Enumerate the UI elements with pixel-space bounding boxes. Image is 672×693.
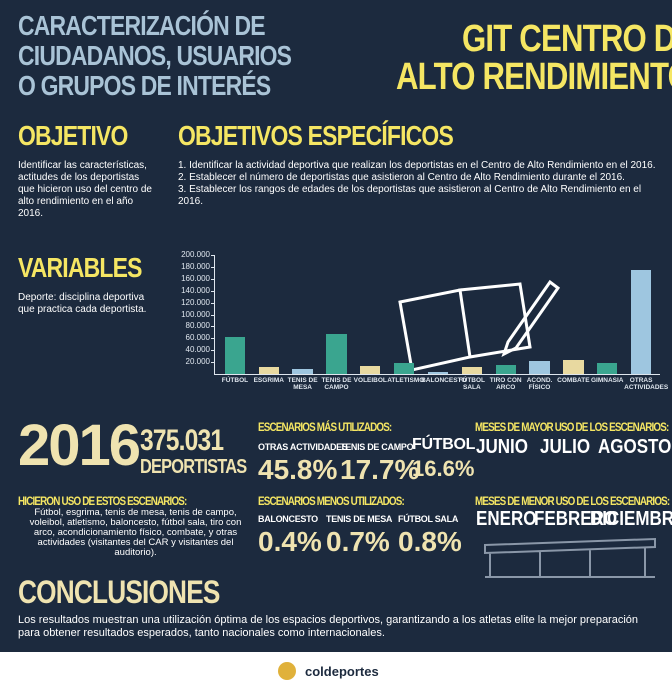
scenario-share: 45.8% xyxy=(258,454,338,485)
x-tick-label: GIMNASIA xyxy=(590,377,624,384)
tick-mark xyxy=(211,350,214,352)
section-heading: ESCENARIOS MÁS UTILIZADOS: xyxy=(258,420,392,434)
brand: coldeportes xyxy=(305,664,379,679)
total-label: DEPORTISTAS xyxy=(140,456,247,478)
scenario-name: BALONCESTO xyxy=(258,514,318,524)
tick-mark xyxy=(211,266,214,268)
x-tick-label: ATLETISMO xyxy=(387,377,425,384)
total: 375.031 xyxy=(140,424,224,457)
bar xyxy=(224,336,246,374)
y-tick-label: 100.000 xyxy=(181,309,210,319)
list-item: 2. Establecer el número de deportistas q… xyxy=(178,172,625,183)
x-tick-label: FÚTBOL SALA xyxy=(458,377,486,391)
y-tick-label: 40.000 xyxy=(185,345,210,355)
section-heading: MESES DE MAYOR USO DE LOS ESCENARIOS: xyxy=(475,420,669,434)
title-line: GIT CENTRO DE xyxy=(462,18,672,60)
x-tick-label: ESGRIMA xyxy=(253,377,284,384)
scenario-share: 17.7% xyxy=(340,454,420,485)
bar xyxy=(292,369,313,374)
month: DICIEMBRE xyxy=(590,508,672,530)
title-line: ALTO RENDIMIENTO xyxy=(396,56,672,98)
bar xyxy=(326,334,347,374)
y-tick-label: 140.000 xyxy=(181,285,210,295)
scenario-share: 0.4% xyxy=(258,526,322,557)
tick-mark xyxy=(211,338,214,340)
section-heading: OBJETIVO xyxy=(18,120,128,151)
tick-mark xyxy=(211,326,214,328)
tick-mark xyxy=(211,314,214,316)
scenario-name: FÚTBOL SALA xyxy=(398,514,459,524)
scenario-name: FÚTBOL xyxy=(412,436,476,453)
y-tick-label: 120.000 xyxy=(181,297,210,307)
bar xyxy=(461,367,482,374)
x-tick-label: TENIS DE CAMPO xyxy=(321,377,352,391)
month: ENERO xyxy=(476,508,537,530)
tick-mark xyxy=(211,362,214,364)
year: 2016 xyxy=(18,413,141,478)
tick-mark xyxy=(211,290,214,292)
scenario-share: 16.6% xyxy=(412,456,475,481)
title-line: CIUDADANOS, USUARIOS xyxy=(18,40,292,71)
tick-mark xyxy=(211,278,214,280)
title-line: CARACTERIZACIÓN DE xyxy=(18,10,266,41)
footer xyxy=(0,652,672,693)
paragraph: Deporte: disciplina deportiva que practi… xyxy=(18,292,147,315)
y-tick-label: 20.000 xyxy=(185,357,210,367)
section-heading: OBJETIVOS ESPECÍFICOS xyxy=(178,120,454,151)
scenario-name: TENIS DE MESA xyxy=(326,514,393,524)
x-tick-label: COMBATE xyxy=(557,377,590,384)
y-axis xyxy=(214,255,215,374)
stadium-illustration xyxy=(484,537,656,578)
x-tick-label: BALONCESTO xyxy=(421,377,467,384)
title-line: O GRUPOS DE INTERÉS xyxy=(18,70,271,101)
x-axis xyxy=(214,374,660,375)
section-heading: HICIERON USO DE ESTOS ESCENARIOS: xyxy=(18,494,187,508)
section-heading: MESES DE MENOR USO DE LOS ESCENARIOS: xyxy=(475,494,670,508)
book-illustration xyxy=(398,279,560,372)
bar xyxy=(597,363,618,374)
paragraph: Identificar las características, actitud… xyxy=(18,160,152,219)
bar xyxy=(427,372,449,374)
bar xyxy=(360,366,381,374)
bar xyxy=(495,365,516,374)
y-tick-label: 180.000 xyxy=(181,261,210,271)
tick-mark xyxy=(211,255,214,256)
month: AGOSTO xyxy=(598,436,672,458)
tick-mark xyxy=(211,302,214,304)
section-heading: ESCENARIOS MENOS UTILIZADOS: xyxy=(258,494,405,508)
x-tick-label: OTRAS ACTIVIDADES xyxy=(624,377,669,391)
scenario-name: OTRAS ACTIVIDADES xyxy=(258,442,348,452)
bar xyxy=(258,366,279,374)
paragraph: Los resultados muestran una utilización … xyxy=(18,614,639,639)
paragraph: Fútbol, esgrima, tenis de mesa, tenis de… xyxy=(29,507,242,558)
x-tick-label: TIRO CON ARCO xyxy=(489,377,522,391)
list-item: 1. Identificar la actividad deportiva qu… xyxy=(178,160,656,171)
section-heading: VARIABLES xyxy=(18,252,142,283)
bar xyxy=(394,363,415,374)
scenario-share: 0.7% xyxy=(326,526,390,557)
x-tick-label: FÚTBOL xyxy=(221,377,249,384)
month: JULIO xyxy=(540,436,591,458)
month: FEBRERO xyxy=(534,508,618,530)
logo-crest xyxy=(278,662,296,680)
y-tick-label: 60.000 xyxy=(185,333,210,343)
y-tick-label: 80.000 xyxy=(185,321,210,331)
section-heading: CONCLUSIONES xyxy=(18,574,220,610)
scenario-name: TENIS DE CAMPO xyxy=(340,442,414,452)
y-tick-label: 160.000 xyxy=(181,273,210,283)
bar xyxy=(563,359,584,374)
x-tick-label: TENIS DE MESA xyxy=(287,377,318,391)
x-tick-label: VOLEIBOL xyxy=(353,377,387,384)
list-item: 3. Establecer los rangos de edades de lo… xyxy=(178,184,642,207)
month: JUNIO xyxy=(476,436,528,458)
scenario-share: 0.8% xyxy=(398,526,462,557)
bar xyxy=(529,360,550,374)
y-tick-label: 200.000 xyxy=(181,250,210,259)
x-tick-label: ACOND. FÍSICO xyxy=(526,377,553,391)
bar xyxy=(630,269,652,374)
